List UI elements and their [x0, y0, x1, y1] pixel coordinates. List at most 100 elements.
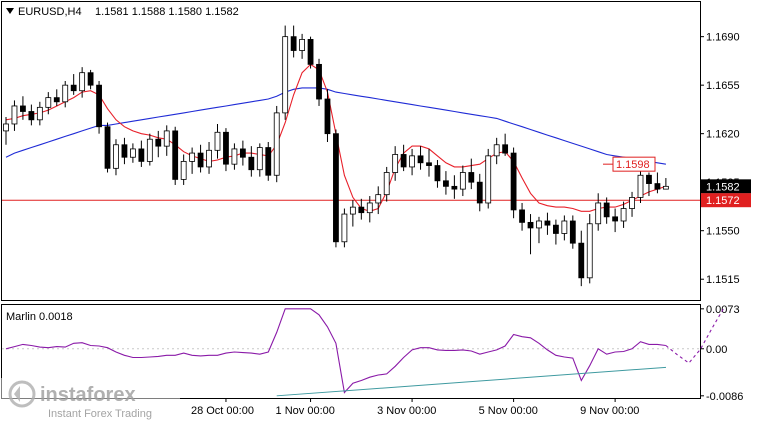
- candle-body: [341, 213, 348, 243]
- price-tick-label: 1.1620: [706, 129, 740, 141]
- candle: [468, 158, 475, 190]
- candle: [434, 160, 441, 188]
- candle: [493, 137, 500, 165]
- candle: [20, 96, 26, 120]
- candle: [3, 117, 9, 145]
- candle-body: [476, 181, 483, 204]
- candle-body: [333, 133, 339, 243]
- candle: [79, 67, 86, 98]
- current-price-tag: [701, 179, 751, 194]
- candle-body: [324, 98, 331, 135]
- candle-body: [163, 130, 170, 147]
- candle: [307, 36, 314, 69]
- candle: [180, 154, 187, 185]
- candle-body: [316, 63, 322, 100]
- candle-body: [544, 220, 551, 226]
- candle-body: [248, 156, 255, 171]
- candle: [155, 130, 162, 158]
- candle-body: [612, 216, 619, 222]
- candle-body: [646, 174, 652, 184]
- candle: [256, 143, 263, 177]
- time-tick-label: 1 Nov 00:00: [276, 405, 335, 417]
- candle: [366, 196, 373, 223]
- candle-body: [451, 185, 458, 190]
- candle-body: [578, 242, 585, 279]
- time-tick-label: 9 Nov 00:00: [580, 405, 639, 417]
- candle-body: [53, 97, 60, 103]
- time-axis: 28 Oct 00:00 1 Nov 00:00 3 Nov 00:00 5 Nov …: [191, 398, 639, 417]
- candle: [265, 141, 272, 181]
- candle: [578, 230, 585, 287]
- watermark: instaforex Instant Forex Trading: [0, 378, 180, 423]
- series-layer: 1.1598 1.1582 1.1572: [2, 25, 751, 397]
- candle: [129, 143, 136, 163]
- candle-body: [358, 206, 365, 214]
- candle: [11, 100, 18, 131]
- candle: [595, 193, 602, 231]
- candle-body: [620, 208, 627, 222]
- candle: [426, 148, 432, 177]
- candle: [333, 129, 339, 248]
- candle: [612, 208, 619, 233]
- candle-body: [349, 206, 356, 215]
- candle: [53, 89, 60, 106]
- candle: [206, 141, 212, 174]
- candle-body: [502, 144, 509, 154]
- candle-body: [87, 72, 94, 86]
- candle: [451, 175, 458, 199]
- candle: [341, 208, 348, 248]
- candle-body: [36, 106, 43, 121]
- ohlc-values: 1.1581 1.1588 1.1580 1.1582: [95, 6, 239, 18]
- candle: [146, 133, 153, 166]
- candle-body: [256, 147, 263, 171]
- candle-body: [28, 111, 35, 121]
- candle: [603, 197, 610, 224]
- candle: [527, 214, 534, 255]
- candle-body: [409, 155, 415, 168]
- candle: [189, 147, 196, 174]
- candle: [476, 173, 483, 212]
- candle-body: [231, 148, 238, 165]
- indicator-trendline: [276, 366, 667, 397]
- candle: [459, 165, 466, 197]
- candle: [561, 215, 568, 241]
- candle: [349, 200, 356, 227]
- marlin-forecast-line: [665, 308, 724, 364]
- indicator-tick-label: 0.00: [706, 344, 727, 356]
- candle-body: [459, 172, 466, 190]
- candle-body: [434, 165, 441, 182]
- candle-body: [586, 223, 593, 279]
- candle-body: [79, 72, 86, 92]
- candle: [544, 212, 551, 235]
- candle-body: [197, 152, 204, 168]
- candle: [502, 133, 509, 156]
- candle: [299, 33, 306, 59]
- price-tick-label: 1.1515: [706, 274, 740, 286]
- indicator-pane-frame: [1, 304, 701, 399]
- candle: [324, 89, 331, 142]
- candle: [36, 101, 43, 126]
- candle-body: [417, 155, 424, 164]
- candle-body: [189, 152, 196, 162]
- candle-body: [172, 130, 179, 180]
- candle: [383, 166, 390, 202]
- symbol-dropdown-icon[interactable]: [6, 8, 14, 14]
- candle-body: [206, 149, 212, 168]
- candle: [214, 123, 221, 159]
- candle: [485, 148, 492, 209]
- candle-body: [307, 39, 314, 65]
- candle-body: [70, 84, 77, 92]
- candle-body: [527, 221, 534, 229]
- candle-body: [561, 220, 568, 234]
- candle-body: [11, 105, 18, 125]
- indicator-label: Marlin 0.0018: [6, 311, 73, 323]
- candle-body: [629, 197, 635, 209]
- instaforex-logo-icon: [8, 380, 36, 408]
- candle: [282, 25, 289, 120]
- price-tick-label: 1.1655: [706, 80, 740, 92]
- candle-body: [400, 154, 407, 168]
- slow-ma-line: [5, 87, 666, 165]
- candle-body: [468, 172, 475, 183]
